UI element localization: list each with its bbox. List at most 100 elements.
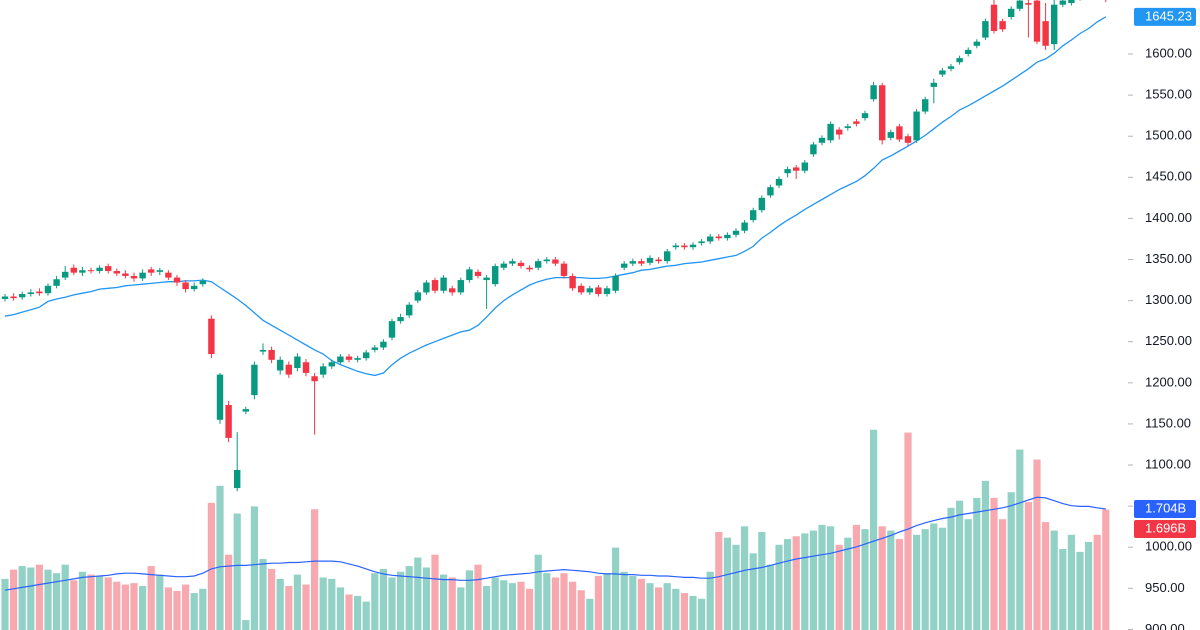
volume-bar (139, 585, 147, 630)
candle-body (234, 469, 241, 489)
candle-body (225, 405, 232, 438)
volume-bar (577, 590, 585, 630)
candle-body (242, 409, 249, 412)
candle-body (578, 285, 585, 293)
volume-ma-label-box (1134, 499, 1196, 518)
volume-bar (956, 500, 964, 630)
volume-bar (870, 429, 878, 630)
candle-body (775, 178, 783, 186)
volume-bar (964, 519, 972, 630)
volume-bar (801, 533, 809, 630)
volume-bar (895, 539, 903, 630)
candle-body (70, 267, 77, 273)
candle-body (87, 270, 95, 272)
volume-bar (861, 529, 869, 630)
volume-bar (345, 594, 353, 630)
candle-body (294, 356, 301, 369)
candle-body (371, 347, 378, 350)
candle-body (913, 111, 920, 141)
candle-body (191, 285, 198, 290)
volume-bar (61, 564, 69, 630)
candle-body (827, 123, 834, 141)
volume-bar (603, 573, 611, 630)
candle-body (492, 266, 499, 285)
volume-bar (465, 570, 473, 630)
volume-bar (517, 581, 525, 630)
volume-bar (422, 567, 430, 630)
volume-bar (723, 537, 731, 630)
volume-bar (1059, 549, 1067, 630)
y-tick-label: 1550.00 (1145, 87, 1192, 102)
candle-body (767, 187, 774, 196)
candle-body (500, 263, 507, 268)
volume-bar (921, 529, 929, 630)
candle-body (999, 21, 1006, 30)
volume-bar (637, 578, 645, 630)
volume-bar (190, 593, 198, 630)
candle-body (887, 132, 894, 138)
candle-body (904, 136, 912, 143)
candle-body (113, 271, 120, 274)
volume-bar (87, 574, 95, 630)
candle-body (449, 288, 456, 293)
volume-bar (758, 531, 766, 630)
volume-bar (689, 595, 697, 630)
candle-body (397, 317, 404, 322)
y-tick-label: 1000.00 (1145, 539, 1192, 554)
volume-bar (981, 480, 989, 630)
candle-body (320, 366, 327, 375)
y-tick-label: 1200.00 (1145, 374, 1192, 389)
volume-bar (586, 598, 594, 630)
y-tick-label: 950.00 (1145, 580, 1185, 595)
volume-ma-line (4, 496, 1106, 591)
y-tick-label: 1350.00 (1145, 251, 1192, 266)
candle-body (259, 349, 267, 352)
volume-bar (173, 590, 181, 630)
candle-body (1059, 0, 1066, 5)
volume-bar (1033, 459, 1041, 630)
volume-bar (947, 507, 955, 630)
volume-bar (655, 587, 663, 630)
candle-body (302, 362, 310, 373)
candle-body (621, 263, 628, 268)
volume-bar (990, 497, 998, 630)
volume-bar (809, 530, 817, 630)
candle-body (698, 241, 705, 244)
volume-bar (775, 544, 783, 630)
volume-bar (354, 595, 362, 630)
candle-body (526, 267, 533, 270)
volume-bar (526, 588, 534, 630)
volume-bar (293, 574, 301, 630)
volume-bar (199, 588, 207, 630)
volume-bar (741, 526, 749, 630)
y-tick-label: 1300.00 (1145, 292, 1192, 307)
volume-bar (388, 577, 396, 630)
volume-bar (164, 587, 172, 630)
volume-ma-label: 1.704B (1145, 500, 1186, 515)
volume-bar (302, 584, 310, 630)
volume-bar (534, 554, 542, 630)
volume-bar (973, 497, 981, 630)
candle-body (629, 261, 636, 264)
candle-body (457, 280, 464, 293)
volume-bar (646, 583, 654, 630)
candle-body (431, 280, 439, 291)
y-tick-label: 1600.00 (1145, 45, 1192, 60)
volume-bar (1042, 522, 1050, 630)
candle-body (586, 288, 593, 293)
candle-body (724, 234, 731, 239)
volume-bar (276, 578, 284, 630)
volume-bar (440, 574, 448, 630)
volume-bar (1076, 551, 1084, 630)
candle-body (1033, 0, 1041, 42)
volume-bar (680, 593, 688, 630)
volume-bar (362, 601, 370, 630)
candle-body (1008, 8, 1015, 18)
candle-body (896, 126, 903, 140)
candle-body (758, 197, 765, 211)
candle-body (784, 169, 791, 174)
candle-body (474, 271, 482, 276)
candle-body (689, 244, 697, 248)
volume-bar (156, 574, 164, 630)
candle-body (1042, 21, 1049, 46)
